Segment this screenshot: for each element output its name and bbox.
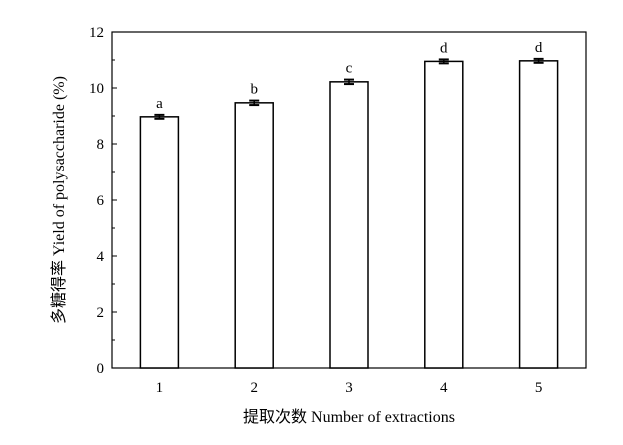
- bar: [234, 102, 274, 369]
- y-tick-label: 6: [97, 193, 105, 209]
- x-tick-label: 5: [535, 380, 543, 396]
- y-tick-label: 8: [97, 137, 105, 153]
- bar: [518, 60, 559, 369]
- bar: [139, 116, 180, 369]
- x-tick-label: 1: [156, 380, 164, 396]
- x-axis-title: 提取次数 Number of extractions: [243, 408, 455, 426]
- x-tick-label: 4: [440, 380, 448, 396]
- significance-label: b: [250, 82, 258, 98]
- significance-label: c: [346, 61, 353, 77]
- bars: a b c d d: [139, 40, 559, 369]
- bar: [424, 60, 464, 369]
- x-tick-label: 2: [250, 380, 258, 396]
- y-tick-label: 12: [89, 25, 104, 41]
- y-tick-label: 4: [97, 249, 105, 265]
- y-axis: 0 2 4 6 8 10 12: [89, 25, 117, 377]
- y-axis-title: 多糖得率 Yield of polysaccharide (%): [50, 76, 68, 324]
- significance-label: d: [535, 40, 543, 56]
- x-tick-label: 3: [345, 380, 353, 396]
- significance-label: a: [156, 96, 163, 112]
- y-tick-label: 2: [97, 305, 105, 321]
- bar: [329, 81, 369, 369]
- y-tick-label: 10: [89, 81, 104, 97]
- significance-label: d: [440, 40, 448, 56]
- y-tick-label: 0: [97, 361, 105, 377]
